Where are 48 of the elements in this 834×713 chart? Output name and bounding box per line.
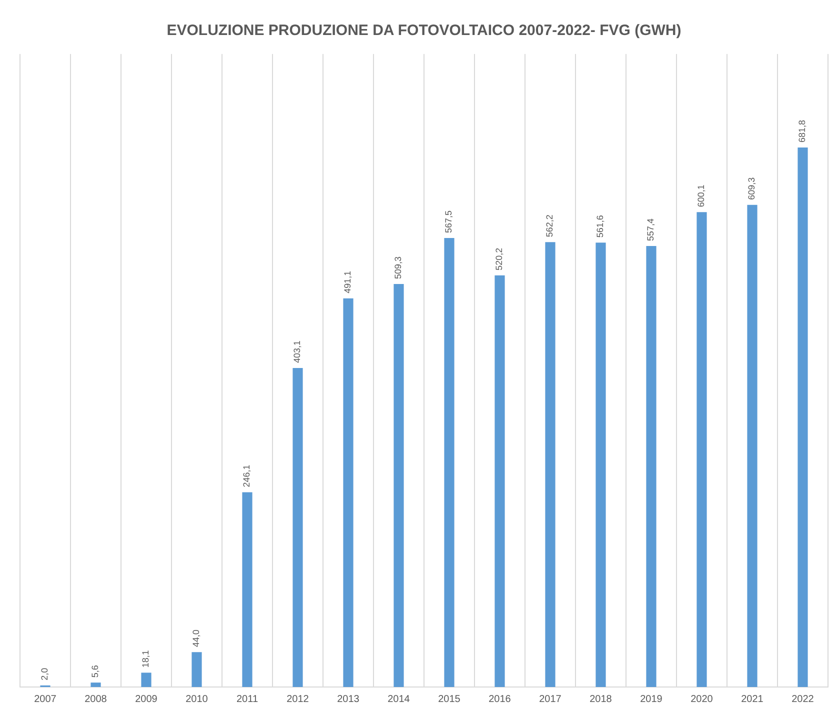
- data-label: 520,2: [494, 248, 504, 270]
- x-tick-label: 2017: [539, 694, 562, 705]
- chart-title: EVOLUZIONE PRODUZIONE DA FOTOVOLTAICO 2007-2022- FVG (GWH): [166, 22, 682, 40]
- x-tick-label: 2018: [590, 694, 612, 705]
- bar: [747, 204, 758, 687]
- x-tick-label: 2011: [236, 694, 258, 705]
- x-tick-label: 2007: [34, 694, 57, 705]
- bar: [141, 672, 152, 687]
- x-tick-label: 2009: [135, 694, 158, 705]
- bar: [242, 492, 252, 687]
- x-tick-label: 2010: [186, 694, 208, 705]
- bar: [90, 682, 101, 687]
- x-tick-label: 2012: [286, 694, 310, 705]
- data-label: 561,6: [595, 215, 606, 238]
- bar: [444, 238, 454, 687]
- data-label: 567,5: [444, 210, 454, 233]
- bar: [646, 246, 656, 687]
- x-tick-label: 2015: [438, 694, 461, 705]
- data-label: 403,1: [292, 340, 302, 364]
- data-label: 557,4: [646, 218, 656, 241]
- data-label: 562,2: [544, 214, 555, 238]
- x-tick-label: 2019: [640, 694, 663, 705]
- bar: [494, 275, 505, 687]
- data-label: 509,3: [393, 256, 404, 280]
- bar: [343, 298, 354, 687]
- bar: [394, 284, 404, 687]
- bar: [292, 368, 303, 687]
- x-tick-label: 2016: [488, 694, 512, 705]
- data-label: 5,6: [90, 665, 100, 678]
- data-label: 600,1: [696, 184, 706, 208]
- x-tick-label: 2021: [741, 694, 764, 705]
- bar: [596, 242, 606, 687]
- x-tick-label: 2013: [337, 694, 360, 705]
- bar: [192, 652, 202, 687]
- bar: [798, 148, 808, 687]
- x-tick-label: 2022: [792, 694, 814, 705]
- x-tick-label: 2014: [388, 694, 410, 705]
- data-label: 246,1: [242, 464, 252, 488]
- bar: [545, 242, 556, 687]
- bar: [696, 212, 707, 687]
- data-label: 44,0: [191, 630, 202, 648]
- x-tick-label: 2020: [690, 694, 714, 705]
- data-label: 491,1: [342, 270, 353, 294]
- x-tick-label: 2008: [84, 694, 108, 705]
- data-label: 609,3: [746, 177, 757, 200]
- data-label: 2,0: [40, 668, 50, 680]
- data-label: 18,1: [140, 650, 151, 668]
- data-label: 681,8: [797, 120, 808, 143]
